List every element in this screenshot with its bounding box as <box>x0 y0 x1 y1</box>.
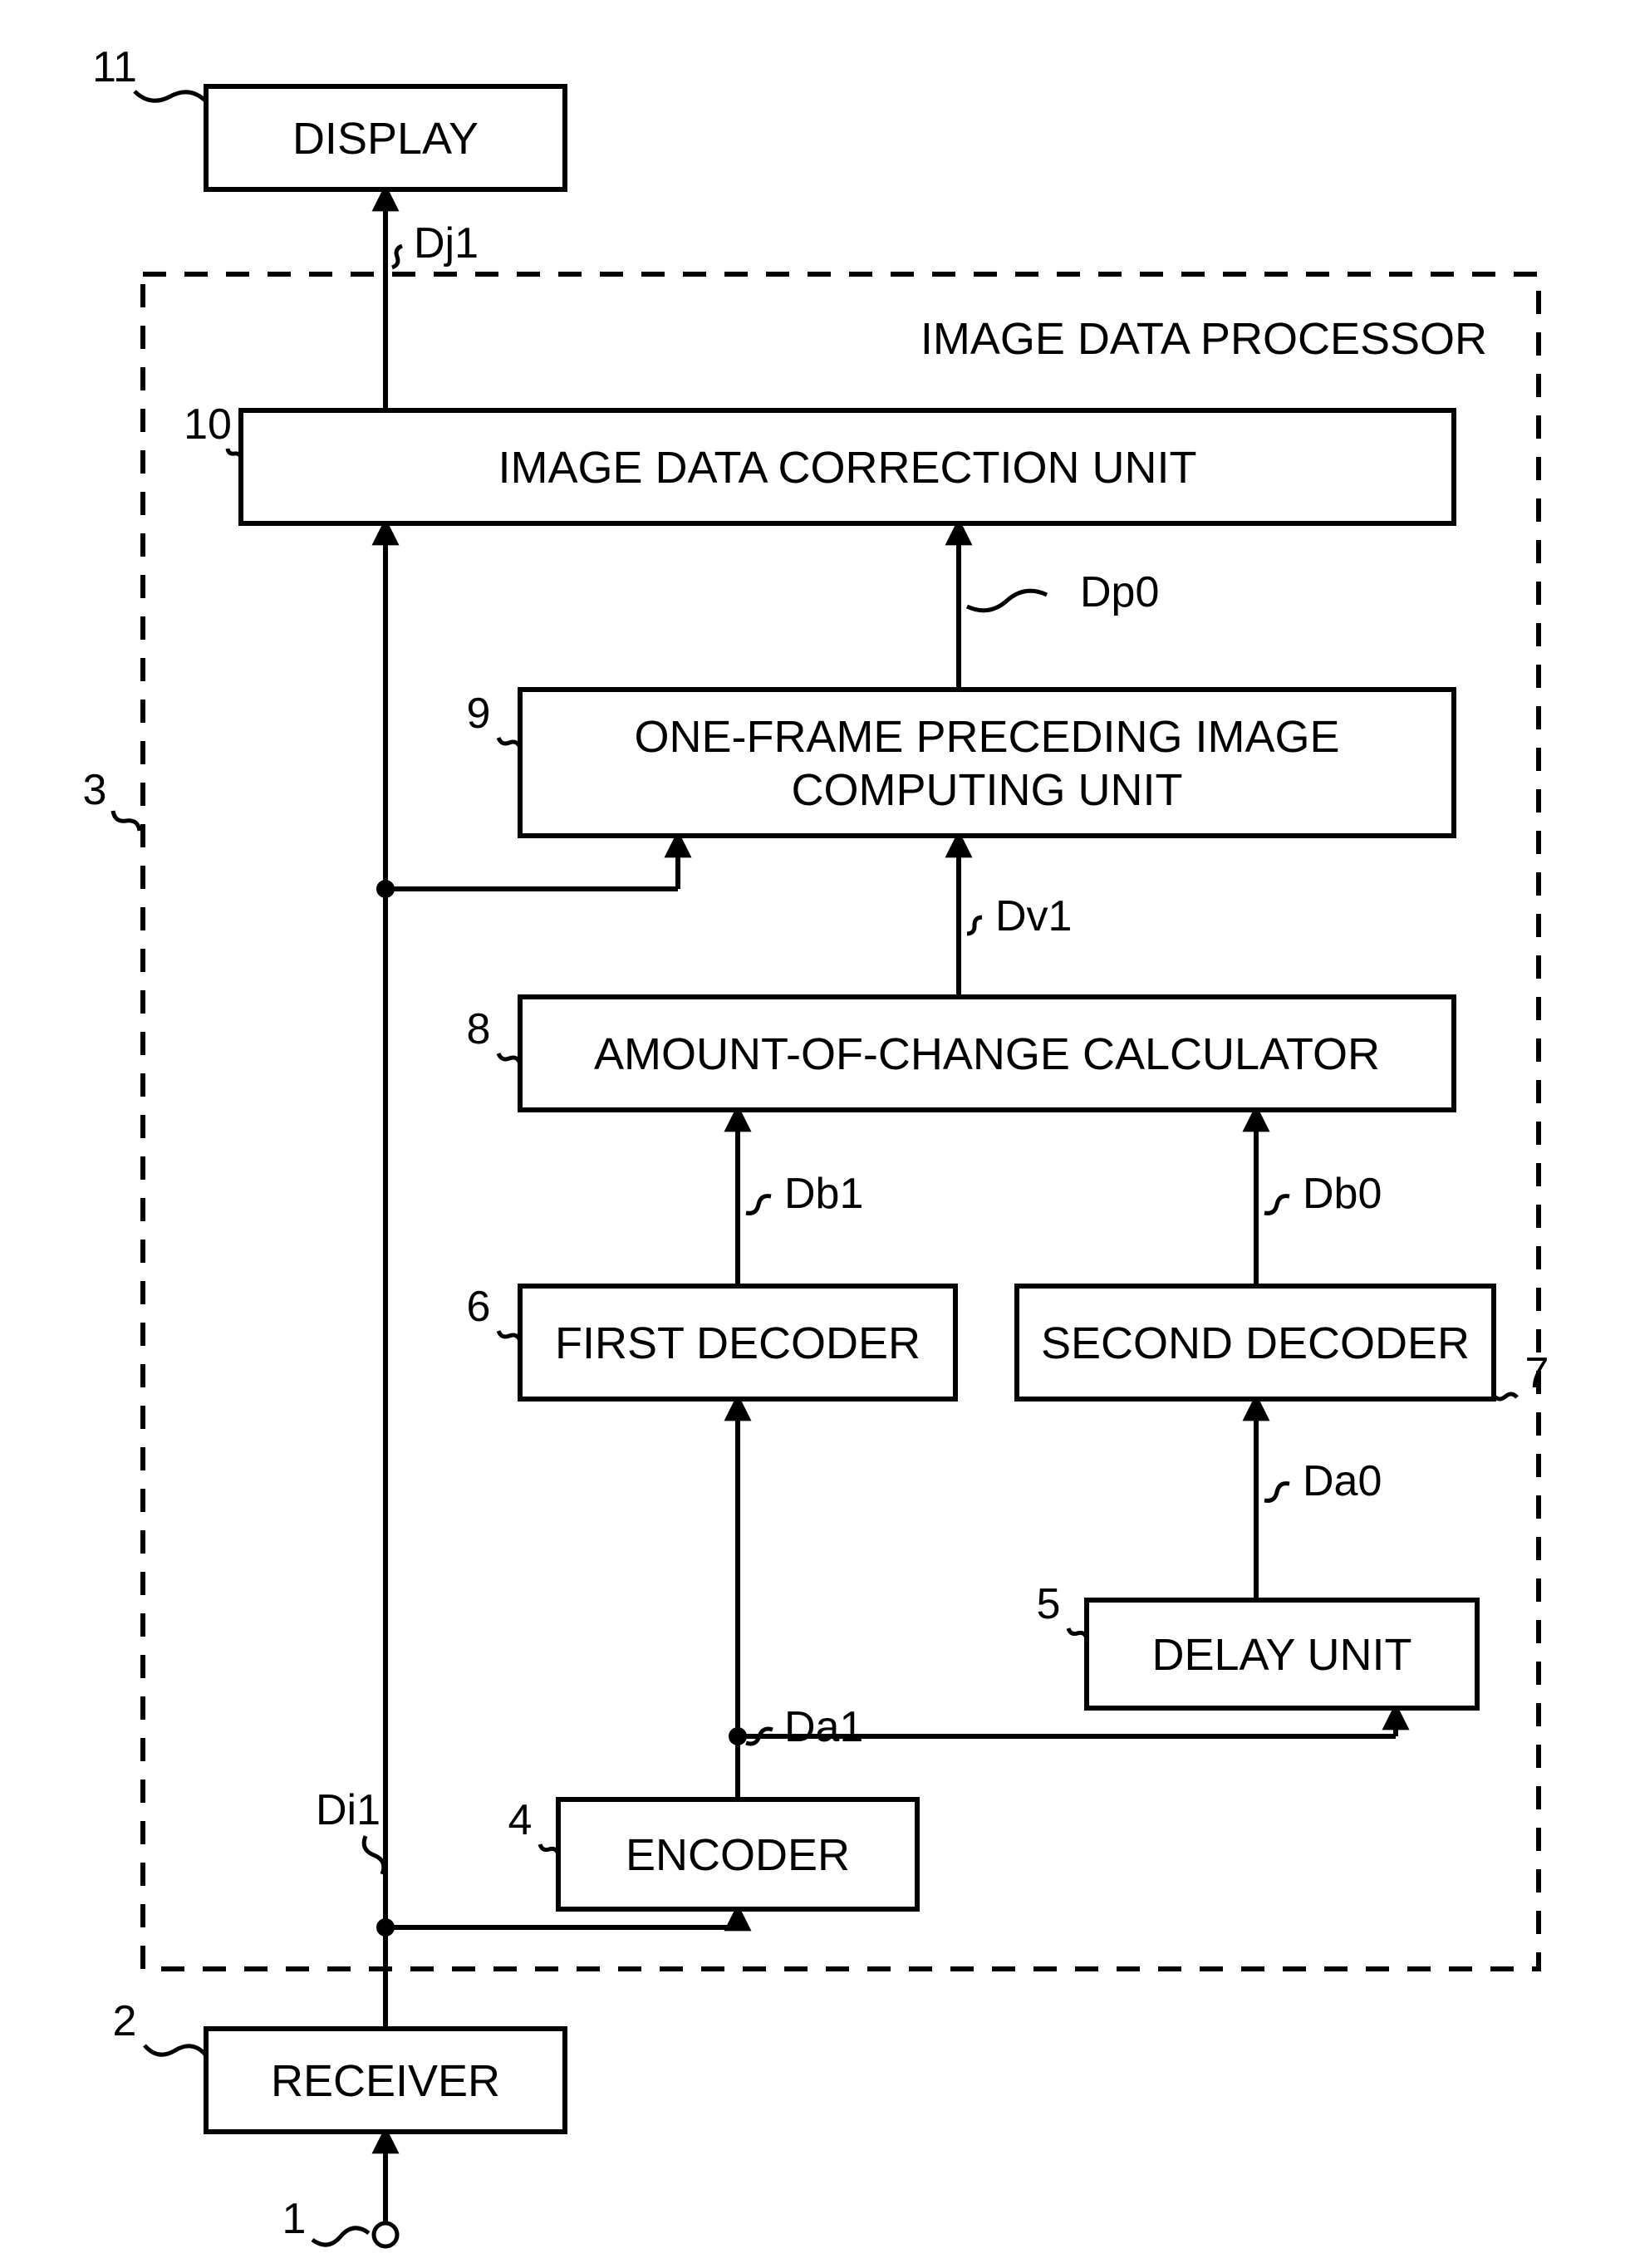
node-correction-label: IMAGE DATA CORRECTION UNIT <box>498 443 1196 493</box>
node-calc-number: 8 <box>467 1005 491 1053</box>
leader-ext-3 <box>113 811 140 831</box>
signal-label-Da1: Da1 <box>784 1703 863 1751</box>
node-encoder-number: 4 <box>508 1796 533 1844</box>
node-display-number: 11 <box>92 43 137 91</box>
processor-container-label: IMAGE DATA PROCESSOR <box>921 314 1487 364</box>
leader-receiver <box>145 2045 206 2055</box>
junction-dot-1 <box>376 880 395 898</box>
signal-label-Db0: Db0 <box>1303 1170 1382 1218</box>
node-preceding-number: 9 <box>467 690 491 738</box>
signal-label-Db1: Db1 <box>784 1170 863 1218</box>
node-calc-label: AMOUNT-OF-CHANGE CALCULATOR <box>594 1029 1380 1079</box>
junction-dot-0 <box>376 1918 395 1937</box>
leader-encoder <box>540 1844 558 1854</box>
node-delay-number: 5 <box>1037 1580 1061 1628</box>
node-decoder2-number: 7 <box>1525 1349 1549 1397</box>
leader-signal-Dp0 <box>967 591 1047 611</box>
leader-signal-Dj1 <box>392 246 402 268</box>
node-decoder1-label: FIRST DECODER <box>555 1318 921 1368</box>
signal-label-Di1: Di1 <box>316 1786 380 1834</box>
ext-label-3: 3 <box>83 766 107 814</box>
node-delay-label: DELAY UNIT <box>1151 1630 1411 1680</box>
node-decoder2-label: SECOND DECODER <box>1041 1318 1470 1368</box>
leader-signal-Db1 <box>746 1196 771 1214</box>
ext-label-1: 1 <box>282 2195 307 2243</box>
input-terminal <box>374 2223 397 2246</box>
leader-signal-Db0 <box>1264 1196 1289 1214</box>
node-preceding-label-line-1: COMPUTING UNIT <box>792 765 1183 815</box>
node-correction-number: 10 <box>184 400 232 449</box>
node-decoder1-number: 6 <box>467 1283 491 1331</box>
leader-calc <box>498 1053 520 1063</box>
node-encoder-label: ENCODER <box>626 1830 850 1880</box>
leader-signal-Dv1 <box>967 917 982 934</box>
junction-dot-2 <box>729 1727 747 1745</box>
leader-delay <box>1068 1628 1087 1638</box>
node-receiver-label: RECEIVER <box>271 2056 500 2106</box>
signal-label-Dj1: Dj1 <box>414 219 479 268</box>
leader-decoder1 <box>498 1331 520 1341</box>
node-receiver-number: 2 <box>113 1997 137 2045</box>
leader-ext-1 <box>312 2228 369 2245</box>
node-display-label: DISPLAY <box>292 114 479 164</box>
signal-label-Da0: Da0 <box>1303 1457 1382 1505</box>
leader-decoder2 <box>1494 1394 1517 1399</box>
leader-display <box>135 91 206 101</box>
node-preceding-label-line-0: ONE-FRAME PRECEDING IMAGE <box>634 712 1339 762</box>
leader-preceding <box>498 738 520 748</box>
signal-label-Dv1: Dv1 <box>995 892 1072 940</box>
signal-label-Dp0: Dp0 <box>1080 568 1159 616</box>
leader-signal-Di1 <box>364 1836 384 1874</box>
leader-signal-Da0 <box>1264 1484 1289 1501</box>
